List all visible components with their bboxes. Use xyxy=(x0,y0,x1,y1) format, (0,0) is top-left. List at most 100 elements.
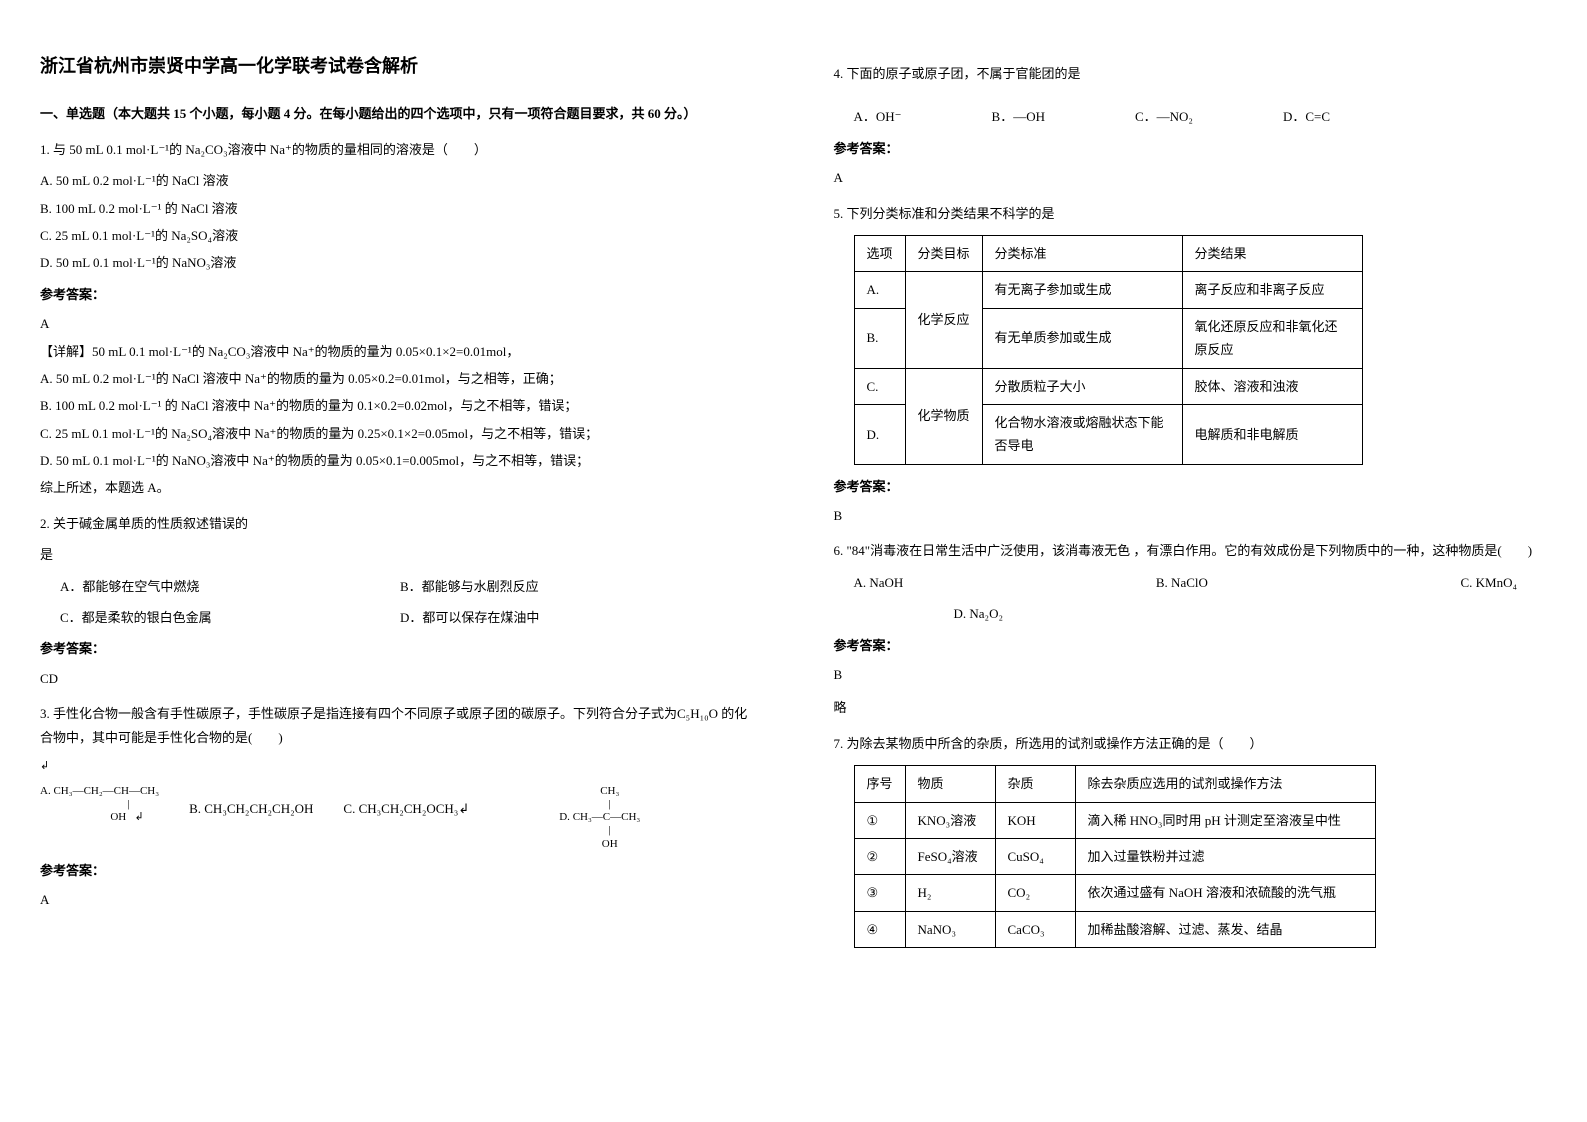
q3-A-pre: A. xyxy=(40,785,51,797)
q7-r3-c4: 依次通过盛有 NaOH 溶液和浓硫酸的洗气瓶 xyxy=(1075,875,1375,911)
q2-stem2: 是 xyxy=(40,543,754,566)
q5-answer-label: 参考答案： xyxy=(834,475,1548,498)
page-title: 浙江省杭州市崇贤中学高一化学联考试卷含解析 xyxy=(40,50,754,82)
q4-optC: C．—NO₂ xyxy=(1135,105,1193,128)
q7-r4-c1: ④ xyxy=(854,911,905,947)
q6-stem: 6. "84"消毒液在日常生活中广泛使用，该消毒液无色 ，有漂白作用。它的有效成… xyxy=(834,539,1548,562)
q6-note: 略 xyxy=(834,696,1548,719)
q7-table: 序号 物质 杂质 除去杂质应选用的试剂或操作方法 ① KNO₃溶液 KOH 滴入… xyxy=(854,765,1376,948)
q5-D-c1: D. xyxy=(854,404,905,464)
q3-answer-label: 参考答案： xyxy=(40,859,754,882)
q1-optB: B. 100 mL 0.2 mol·L⁻¹ 的 NaCl 溶液 xyxy=(40,197,754,220)
q2-optA: A．都能够在空气中燃烧 xyxy=(60,575,340,598)
q3-optC: C. CH₃CH₂CH₂OCH₃↲ xyxy=(343,785,469,820)
q5-th4: 分类结果 xyxy=(1182,235,1362,271)
q6-row1: A. NaOH B. NaClO C. KMnO₄ xyxy=(834,571,1548,594)
q3-D-pre: D. xyxy=(559,811,570,823)
q1-detail-D: D. 50 mL 0.1 mol·L⁻¹的 NaNO₃溶液中 Na⁺的物质的量为… xyxy=(40,449,754,472)
q5-table: 选项 分类目标 分类标准 分类结果 A. 化学反应 有无离子参加或生成 离子反应… xyxy=(854,235,1363,465)
q5-C-c4: 胶体、溶液和浊液 xyxy=(1182,368,1362,404)
q3-A-sub: OH xyxy=(110,811,126,824)
q2-answer-label: 参考答案： xyxy=(40,637,754,660)
q7-th4: 除去杂质应选用的试剂或操作方法 xyxy=(1075,766,1375,802)
q6-answer-label: 参考答案： xyxy=(834,634,1548,657)
q7-r2-c4: 加入过量铁粉并过滤 xyxy=(1075,838,1375,874)
q3-D-mid: CH₃—C—CH₃ xyxy=(573,811,641,823)
q2-stem: 2. 关于碱金属单质的性质叙述错误的 xyxy=(40,512,754,535)
q5-A-c3: 有无离子参加或生成 xyxy=(982,272,1182,308)
q4-options: A．OH⁻ B．—OH C．—NO₂ D．C=C xyxy=(834,105,1548,128)
q2-optC: C．都是柔软的银白色金属 xyxy=(60,606,340,629)
q7-row3: ③ H₂ CO₂ 依次通过盛有 NaOH 溶液和浓硫酸的洗气瓶 xyxy=(854,875,1375,911)
q7-r4-c4: 加稀盐酸溶解、过滤、蒸发、结晶 xyxy=(1075,911,1375,947)
q5-B-c3: 有无单质参加或生成 xyxy=(982,308,1182,368)
q5-B-c4: 氧化还原反应和非氧化还原反应 xyxy=(1182,308,1362,368)
q2-optD: D．都可以保存在煤油中 xyxy=(400,606,539,629)
q3-stem: 3. 手性化合物一般含有手性碳原子，手性碳原子是指连接有四个不同原子或原子团的碳… xyxy=(40,702,754,749)
q5-C-c1: C. xyxy=(854,368,905,404)
q7-header-row: 序号 物质 杂质 除去杂质应选用的试剂或操作方法 xyxy=(854,766,1375,802)
q7-row2: ② FeSO₄溶液 CuSO₄ 加入过量铁粉并过滤 xyxy=(854,838,1375,874)
q7-th3: 杂质 xyxy=(995,766,1075,802)
right-column: 4. 下面的原子或原子团，不属于官能团的是 A．OH⁻ B．—OH C．—NO₂… xyxy=(794,0,1587,1122)
q3-answer: A xyxy=(40,888,754,911)
q5-B-c2: 化学反应 xyxy=(905,272,982,368)
q1-detail-A: A. 50 mL 0.2 mol·L⁻¹的 NaCl 溶液中 Na⁺的物质的量为… xyxy=(40,367,754,390)
q7-r3-c1: ③ xyxy=(854,875,905,911)
q7-r3-c3: CO₂ xyxy=(995,875,1075,911)
q4-stem: 4. 下面的原子或原子团，不属于官能团的是 xyxy=(834,62,1548,85)
q2-row1: A．都能够在空气中燃烧 B．都能够与水剧烈反应 xyxy=(40,575,754,598)
q7-r1-c1: ① xyxy=(854,802,905,838)
q2-optB: B．都能够与水剧烈反应 xyxy=(400,575,539,598)
q1-optD: D. 50 mL 0.1 mol·L⁻¹的 NaNO₃溶液 xyxy=(40,251,754,274)
q3-A-main: CH₃—CH₂—CH—CH₃ xyxy=(53,785,159,797)
q5-header-row: 选项 分类目标 分类标准 分类结果 xyxy=(854,235,1362,271)
q1-detail-head: 【详解】50 mL 0.1 mol·L⁻¹的 Na₂CO₃溶液中 Na⁺的物质的… xyxy=(40,340,754,363)
q1-detail-B: B. 100 mL 0.2 mol·L⁻¹ 的 NaCl 溶液中 Na⁺的物质的… xyxy=(40,394,754,417)
q1-answer-label: 参考答案： xyxy=(40,283,754,306)
q3-optA: A. CH₃—CH₂—CH—CH₃ | OH ↲ xyxy=(40,785,159,825)
q5-D-c4: 电解质和非电解质 xyxy=(1182,404,1362,464)
q7-r1-c2: KNO₃溶液 xyxy=(905,802,995,838)
q7-row1: ① KNO₃溶液 KOH 滴入稀 HNO₃同时用 pH 计测定至溶液呈中性 xyxy=(854,802,1375,838)
q1-optC: C. 25 mL 0.1 mol·L⁻¹的 Na₂SO₄溶液 xyxy=(40,224,754,247)
section-head: 一、单选题（本大题共 15 个小题，每小题 4 分。在每小题给出的四个选项中，只… xyxy=(40,102,754,125)
q5-th3: 分类标准 xyxy=(982,235,1182,271)
q2-answer: CD xyxy=(40,667,754,690)
q7-r4-c3: CaCO₃ xyxy=(995,911,1075,947)
q5-A-c4: 离子反应和非离子反应 xyxy=(1182,272,1362,308)
q5-th2: 分类目标 xyxy=(905,235,982,271)
q3-D-sub: OH xyxy=(602,838,618,850)
q4-answer-label: 参考答案： xyxy=(834,137,1548,160)
q5-th1: 选项 xyxy=(854,235,905,271)
q4-optA: A．OH⁻ xyxy=(854,105,902,128)
q1-answer: A xyxy=(40,312,754,335)
q3-D-top: CH₃ xyxy=(600,785,619,797)
q5-answer: B xyxy=(834,504,1548,527)
q3-optD: CH₃ | D. CH₃—C—CH₃ | OH xyxy=(559,785,640,851)
q5-stem: 5. 下列分类标准和分类结果不科学的是 xyxy=(834,202,1548,225)
q5-A-c1: A. xyxy=(854,272,905,308)
q4-answer: A xyxy=(834,166,1548,189)
q3-optB: B. CH₃CH₂CH₂CH₂OH xyxy=(189,785,313,820)
q5-rowA: A. 化学反应 有无离子参加或生成 离子反应和非离子反应 xyxy=(854,272,1362,308)
q3-row: A. CH₃—CH₂—CH—CH₃ | OH ↲ B. CH₃CH₂CH₂CH₂… xyxy=(40,785,754,851)
q5-B-c1: B. xyxy=(854,308,905,368)
q7-r1-c3: KOH xyxy=(995,802,1075,838)
q7-th2: 物质 xyxy=(905,766,995,802)
q7-r4-c2: NaNO₃ xyxy=(905,911,995,947)
q6-optC: C. KMnO₄ xyxy=(1460,571,1517,594)
q6-optD: D. Na₂O₂ xyxy=(834,602,1548,625)
q7-r3-c2: H₂ xyxy=(905,875,995,911)
q7-row4: ④ NaNO₃ CaCO₃ 加稀盐酸溶解、过滤、蒸发、结晶 xyxy=(854,911,1375,947)
q1-detail-end: 综上所述，本题选 A。 xyxy=(40,476,754,499)
q5-rowC: C. 化学物质 分散质粒子大小 胶体、溶液和浊液 xyxy=(854,368,1362,404)
q5-C-c3: 分散质粒子大小 xyxy=(982,368,1182,404)
q6-optA: A. NaOH xyxy=(854,571,904,594)
q7-stem: 7. 为除去某物质中所含的杂质，所选用的试剂或操作方法正确的是（ ） xyxy=(834,732,1548,755)
q7-r1-c4: 滴入稀 HNO₃同时用 pH 计测定至溶液呈中性 xyxy=(1075,802,1375,838)
q5-D-c3: 化合物水溶液或熔融状态下能否导电 xyxy=(982,404,1182,464)
q1-stem: 1. 与 50 mL 0.1 mol·L⁻¹的 Na₂CO₃溶液中 Na⁺的物质… xyxy=(40,138,754,161)
q6-optB: B. NaClO xyxy=(1156,571,1208,594)
q2-row2: C．都是柔软的银白色金属 D．都可以保存在煤油中 xyxy=(40,606,754,629)
